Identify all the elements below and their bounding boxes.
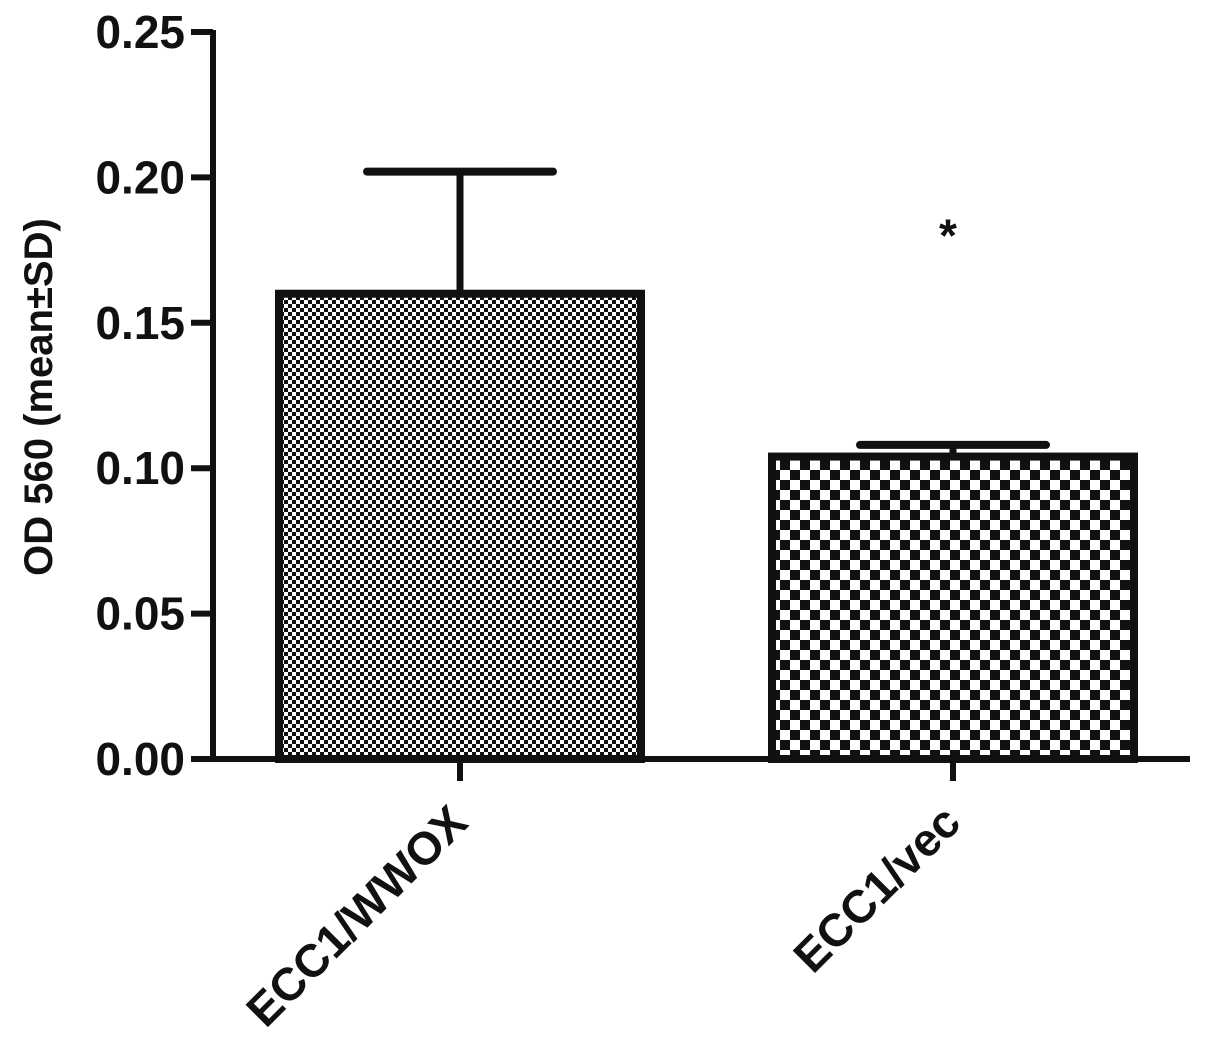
- bar-ecc1-wwox: [275, 289, 645, 763]
- y-axis-label: OD 560 (mean±SD): [17, 218, 61, 576]
- annotations: *: [939, 210, 957, 262]
- error-bars: [363, 167, 1050, 457]
- y-tick-label: 0.05: [95, 588, 185, 640]
- significance-marker: *: [939, 210, 957, 262]
- y-tick-label: 0.10: [95, 442, 185, 494]
- bar-ecc1-vec: [768, 452, 1138, 763]
- y-tick-label: 0.00: [95, 733, 185, 785]
- x-axis-ticks: ECC1/WWOX ECC1/vec: [236, 759, 970, 1036]
- x-category-label: ECC1/WWOX: [236, 795, 477, 1036]
- y-tick-label: 0.25: [95, 6, 185, 58]
- y-axis-ticks: 0.00 0.05 0.10 0.15 0.20 0.25: [95, 6, 213, 785]
- y-tick-label: 0.15: [95, 297, 185, 349]
- bars: [275, 289, 1138, 763]
- x-category-label: ECC1/vec: [783, 795, 970, 982]
- y-tick-label: 0.20: [95, 151, 185, 203]
